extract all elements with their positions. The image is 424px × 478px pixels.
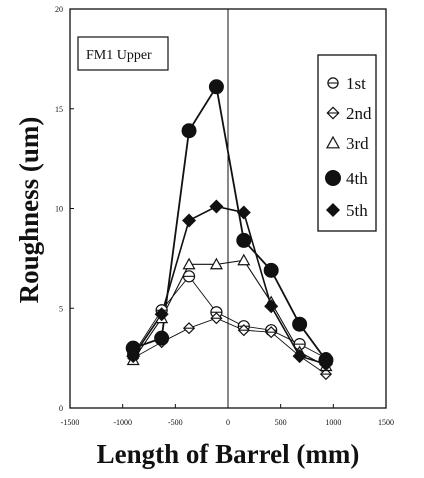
- data-point-3rd: [209, 257, 223, 270]
- data-point-4th: [292, 316, 308, 332]
- legend-label-1st: 1st: [346, 74, 366, 93]
- data-point-5th: [209, 199, 224, 214]
- label-box-text: FM1 Upper: [86, 48, 152, 63]
- x-axis-title: Length of Barrel (mm): [97, 439, 360, 469]
- data-point-4th: [208, 79, 224, 95]
- legend-marker-3rd: [325, 135, 341, 149]
- series-line-4th: [132, 84, 327, 361]
- x-tick-label: -500: [168, 418, 183, 427]
- x-ticks: -1500 -1000 -500 0 500 1000 1500: [61, 404, 394, 427]
- legend-marker-2nd: [326, 106, 340, 120]
- legend-label-3rd: 3rd: [346, 134, 369, 153]
- data-point-5th: [154, 307, 169, 322]
- x-tick-label: -1500: [61, 418, 80, 427]
- data-point-2nd: [237, 324, 250, 337]
- data-point-3rd: [237, 253, 251, 266]
- data-point-5th: [126, 349, 141, 364]
- series-markers: [125, 79, 334, 381]
- y-axis-title: Roughness (um): [14, 117, 44, 304]
- label-box-frame: [77, 36, 169, 71]
- y-tick-label: 5: [59, 304, 63, 313]
- legend-marker-5th: [325, 202, 341, 218]
- legend-marker-1st: [327, 77, 339, 89]
- legend-label-4th: 4th: [346, 169, 368, 188]
- x-tick-label: 1500: [378, 418, 394, 427]
- x-tick-label: 1000: [325, 418, 341, 427]
- data-point-2nd: [265, 326, 278, 339]
- data-point-5th: [292, 349, 307, 364]
- data-point-1st: [182, 270, 196, 283]
- y-ticks: 0 5 10 15 20: [55, 5, 74, 413]
- data-point-1st: [293, 338, 306, 351]
- legend-label-5th: 5th: [346, 201, 368, 220]
- data-point-5th: [236, 205, 251, 220]
- data-point-4th: [154, 330, 170, 346]
- data-point-5th: [318, 357, 333, 372]
- x-tick-label: 0: [226, 418, 230, 427]
- label-box: FM1 Upper: [77, 36, 169, 71]
- legend: 1st 2nd 3rd 4th 5th: [317, 54, 377, 232]
- legend-marker-4th: [325, 170, 341, 186]
- x-tick-label: 500: [275, 418, 287, 427]
- y-tick-label: 10: [55, 205, 63, 214]
- data-point-4th: [263, 262, 279, 278]
- data-point-4th: [236, 232, 252, 248]
- x-tick-label: -1000: [113, 418, 132, 427]
- data-point-5th: [264, 299, 279, 314]
- data-point-3rd: [182, 257, 196, 270]
- data-point-4th: [181, 123, 197, 139]
- data-point-2nd: [319, 368, 333, 381]
- y-tick-label: 0: [59, 404, 63, 413]
- data-point-2nd: [182, 322, 196, 335]
- y-tick-label: 20: [55, 5, 63, 14]
- y-tick-label: 15: [55, 105, 63, 114]
- legend-label-2nd: 2nd: [346, 104, 372, 123]
- data-point-2nd: [210, 312, 223, 325]
- data-point-5th: [182, 213, 197, 228]
